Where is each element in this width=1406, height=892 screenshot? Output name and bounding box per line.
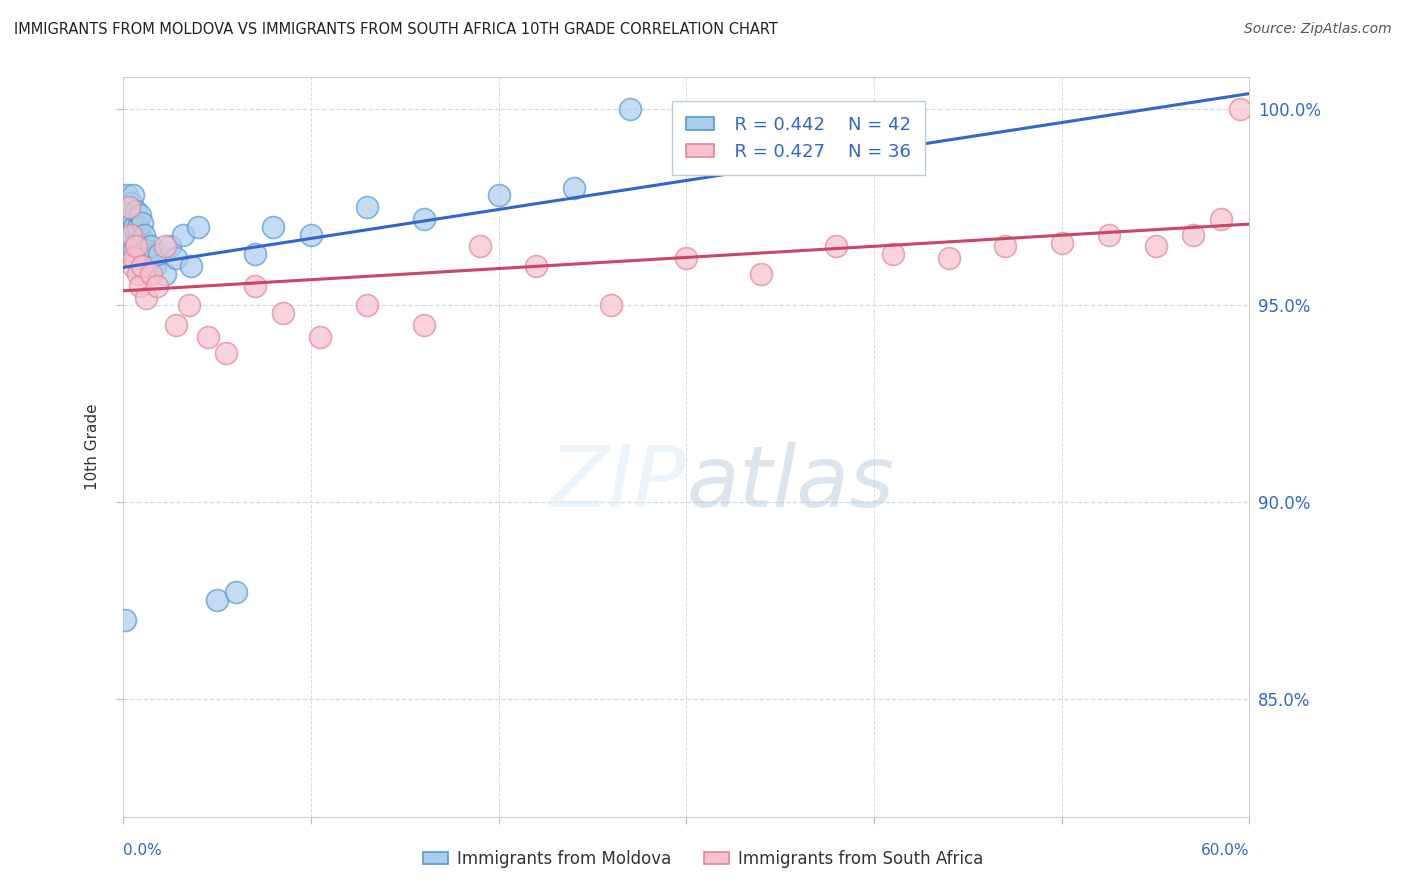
Point — [882, 247, 904, 261]
Point — [825, 239, 848, 253]
Point — [135, 244, 157, 258]
Point — [243, 247, 266, 261]
Point — [524, 259, 547, 273]
Point — [751, 267, 773, 281]
Point — [131, 216, 153, 230]
Point — [600, 298, 623, 312]
Point — [127, 252, 149, 266]
Point — [129, 208, 152, 222]
Point — [114, 613, 136, 627]
Point — [125, 235, 148, 250]
Point — [468, 239, 491, 253]
Point — [159, 239, 181, 253]
Text: ZIP: ZIP — [550, 442, 686, 525]
Point — [994, 239, 1017, 253]
Text: 60.0%: 60.0% — [1201, 843, 1250, 858]
Point — [143, 259, 166, 273]
Text: 0.0%: 0.0% — [124, 843, 162, 858]
Legend:   R = 0.442    N = 42,   R = 0.427    N = 36: R = 0.442 N = 42, R = 0.427 N = 36 — [672, 102, 925, 175]
Point — [172, 227, 194, 242]
Point — [1097, 227, 1119, 242]
Point — [124, 252, 146, 266]
Point — [124, 219, 146, 234]
Point — [124, 244, 146, 258]
Point — [243, 278, 266, 293]
Point — [562, 180, 585, 194]
Point — [412, 318, 434, 332]
Point — [115, 200, 138, 214]
Point — [309, 330, 332, 344]
Point — [121, 259, 143, 273]
Point — [675, 252, 697, 266]
Point — [356, 298, 378, 312]
Point — [115, 188, 138, 202]
Point — [165, 252, 187, 266]
Point — [197, 330, 219, 344]
Point — [120, 196, 142, 211]
Point — [148, 247, 170, 261]
Point — [132, 227, 155, 242]
Point — [271, 306, 294, 320]
Point — [118, 200, 141, 214]
Point — [127, 267, 149, 281]
Point — [262, 219, 284, 234]
Point — [121, 188, 143, 202]
Point — [1050, 235, 1073, 250]
Point — [136, 252, 159, 266]
Point — [129, 239, 152, 253]
Y-axis label: 10th Grade: 10th Grade — [86, 404, 100, 491]
Point — [141, 239, 163, 253]
Point — [488, 188, 510, 202]
Point — [141, 267, 163, 281]
Point — [1211, 211, 1233, 226]
Point — [135, 291, 157, 305]
Point — [125, 204, 148, 219]
Point — [299, 227, 322, 242]
Point — [153, 239, 176, 253]
Point — [129, 278, 152, 293]
Point — [153, 267, 176, 281]
Point — [127, 219, 149, 234]
Legend: Immigrants from Moldova, Immigrants from South Africa: Immigrants from Moldova, Immigrants from… — [416, 844, 990, 875]
Point — [1144, 239, 1167, 253]
Point — [165, 318, 187, 332]
Point — [619, 102, 641, 116]
Point — [356, 200, 378, 214]
Point — [225, 585, 247, 599]
Text: IMMIGRANTS FROM MOLDOVA VS IMMIGRANTS FROM SOUTH AFRICA 10TH GRADE CORRELATION C: IMMIGRANTS FROM MOLDOVA VS IMMIGRANTS FR… — [14, 22, 778, 37]
Point — [1229, 102, 1251, 116]
Point — [118, 227, 141, 242]
Point — [215, 345, 238, 359]
Text: Source: ZipAtlas.com: Source: ZipAtlas.com — [1244, 22, 1392, 37]
Point — [120, 219, 142, 234]
Point — [938, 252, 960, 266]
Point — [131, 232, 153, 246]
Point — [125, 239, 148, 253]
Point — [205, 593, 228, 607]
Point — [120, 227, 142, 242]
Point — [1182, 227, 1205, 242]
Point — [187, 219, 209, 234]
Point — [131, 259, 153, 273]
Point — [121, 227, 143, 242]
Point — [121, 211, 143, 226]
Text: atlas: atlas — [686, 442, 894, 525]
Point — [412, 211, 434, 226]
Point — [177, 298, 200, 312]
Point — [180, 259, 202, 273]
Point — [118, 200, 141, 214]
Point — [146, 278, 169, 293]
